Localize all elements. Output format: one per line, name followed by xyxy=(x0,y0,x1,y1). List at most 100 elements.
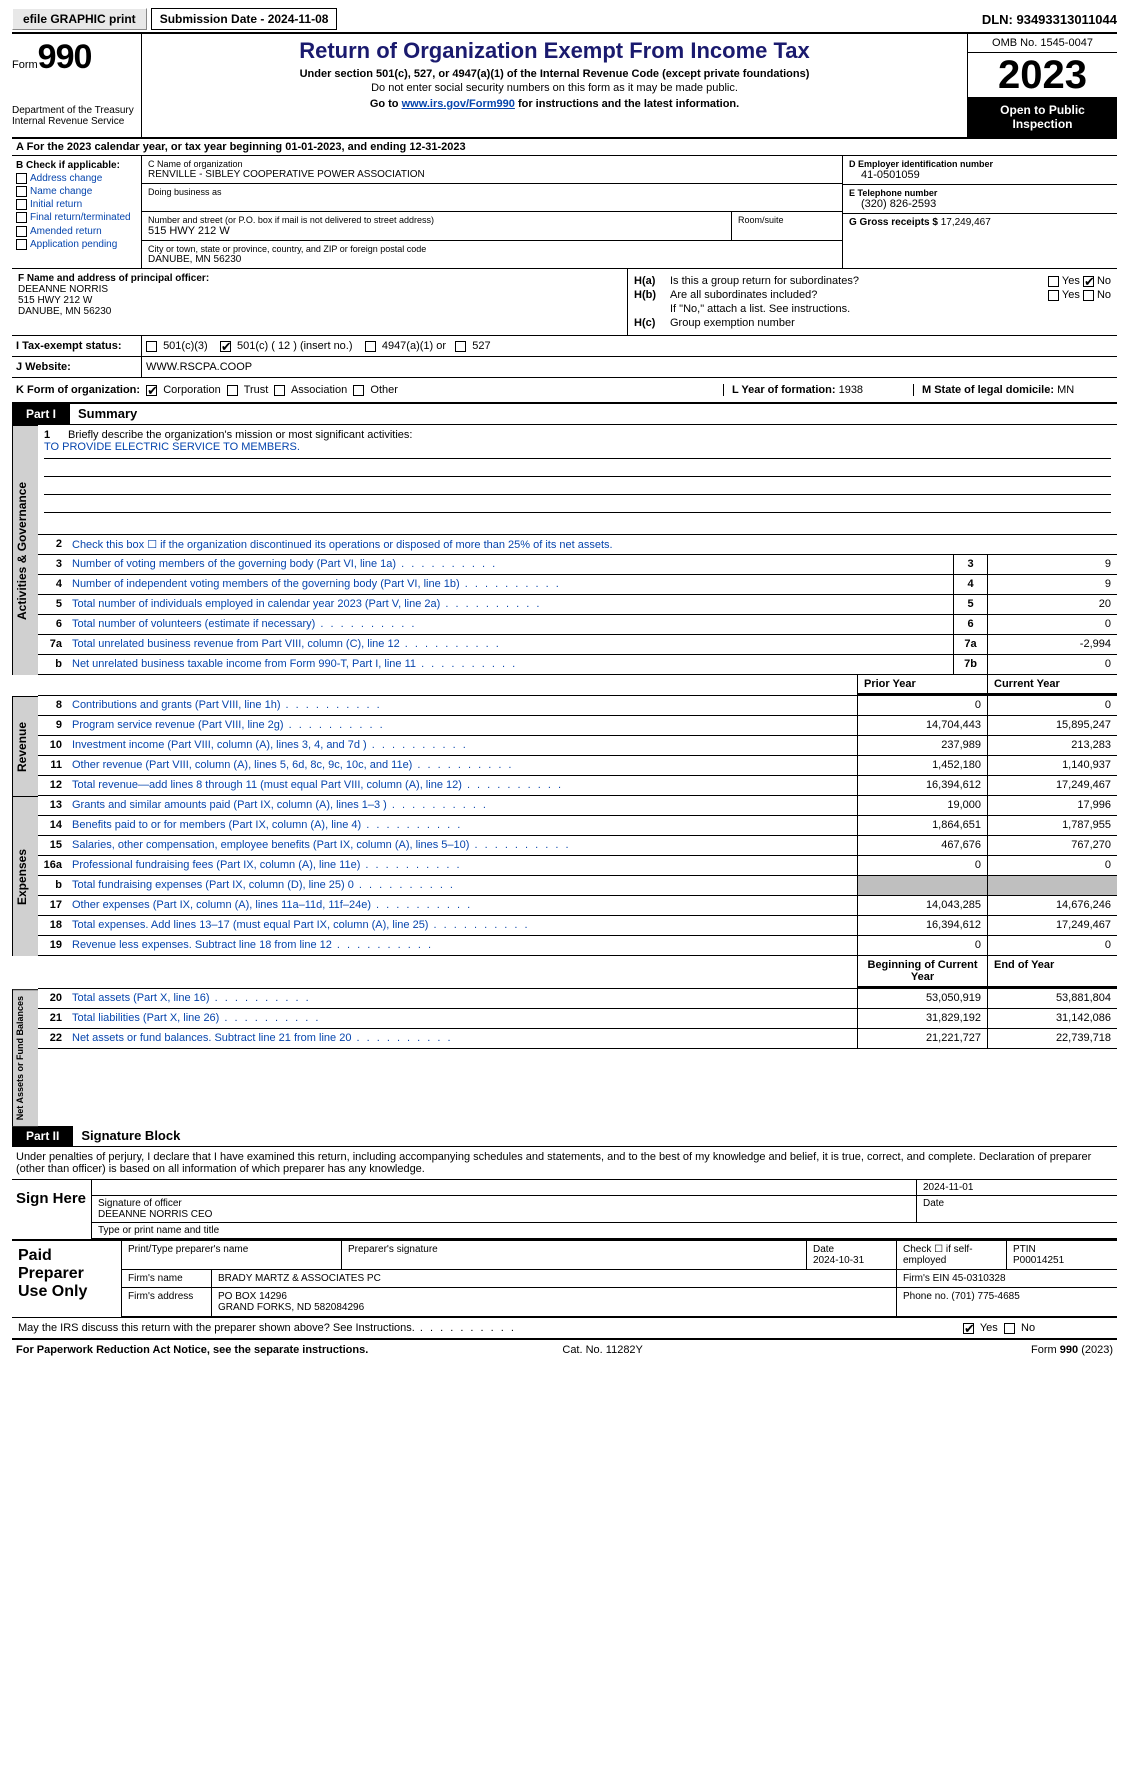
line-14: 14Benefits paid to or for members (Part … xyxy=(38,816,1117,836)
street-label: Number and street (or P.O. box if mail i… xyxy=(148,215,725,225)
line-12: 12Total revenue—add lines 8 through 11 (… xyxy=(38,776,1117,796)
subtitle-3: Go to www.irs.gov/Form990 for instructio… xyxy=(150,98,959,110)
hb-note: If "No," attach a list. See instructions… xyxy=(634,303,1111,315)
sign-here-label: Sign Here xyxy=(12,1180,92,1239)
chk-corp[interactable] xyxy=(146,385,157,396)
chk-name-change[interactable] xyxy=(16,186,27,197)
sig-intro: Under penalties of perjury, I declare th… xyxy=(12,1147,1117,1180)
date-label: Date xyxy=(917,1196,1117,1222)
ha-yes[interactable] xyxy=(1048,276,1059,287)
hb-yes[interactable] xyxy=(1048,290,1059,301)
prep-date-hdr: Date xyxy=(813,1244,834,1255)
hb-text: Are all subordinates included? xyxy=(670,289,817,301)
preparer-block: Paid Preparer Use Only Print/Type prepar… xyxy=(12,1241,1117,1318)
chk-other[interactable] xyxy=(353,385,364,396)
prior-year-hdr: Prior Year xyxy=(857,675,987,695)
line-4: 4Number of independent voting members of… xyxy=(38,575,1117,595)
c-name-label: C Name of organization xyxy=(148,159,836,169)
prep-date: 2024-10-31 xyxy=(813,1255,864,1266)
chk-527[interactable] xyxy=(455,341,466,352)
room-label: Room/suite xyxy=(738,215,836,225)
efile-button[interactable]: efile GRAPHIC print xyxy=(12,8,147,30)
chk-501c3[interactable] xyxy=(146,341,157,352)
phone-label: E Telephone number xyxy=(849,188,1111,198)
dept-label: Department of the Treasury Internal Reve… xyxy=(12,105,135,127)
firm-addr2: GRAND FORKS, ND 582084296 xyxy=(218,1302,364,1313)
chk-address-change[interactable] xyxy=(16,173,27,184)
row-a: A For the 2023 calendar year, or tax yea… xyxy=(12,139,1117,156)
ein-label: D Employer identification number xyxy=(849,159,1111,169)
col-header-row: Prior Year Current Year xyxy=(38,675,1117,696)
vtab-governance: Activities & Governance xyxy=(12,425,38,675)
firm-phone: (701) 775-4685 xyxy=(951,1291,1019,1302)
type-name-label: Type or print name and title xyxy=(92,1223,1117,1238)
officer-addr1: 515 HWY 212 W xyxy=(18,295,621,306)
submission-date: Submission Date - 2024-11-08 xyxy=(151,8,338,30)
firm-addr-label: Firm's address xyxy=(122,1288,212,1316)
firm-ein-label: Firm's EIN xyxy=(903,1273,949,1284)
gross-receipts: 17,249,467 xyxy=(941,217,991,228)
j-label: J Website: xyxy=(12,357,142,377)
col-d: D Employer identification number41-05010… xyxy=(842,156,1117,268)
row-k: K Form of organization: Corporation Trus… xyxy=(12,378,1117,404)
cat-no: Cat. No. 11282Y xyxy=(562,1344,643,1356)
current-year-hdr: Current Year xyxy=(987,675,1117,695)
line-22: 22Net assets or fund balances. Subtract … xyxy=(38,1029,1117,1049)
officer-name: DEEANNE NORRIS xyxy=(18,284,621,295)
chk-final-return[interactable] xyxy=(16,212,27,223)
firm-addr1: PO BOX 14296 xyxy=(218,1291,287,1302)
row-j: J Website: WWW.RSCPA.COOP xyxy=(12,357,1117,378)
omb-number: OMB No. 1545-0047 xyxy=(968,34,1117,53)
phone: (320) 826-2593 xyxy=(849,198,1111,210)
irs-link[interactable]: www.irs.gov/Form990 xyxy=(402,98,515,110)
ha-no[interactable] xyxy=(1083,276,1094,287)
gross-label: G Gross receipts $ xyxy=(849,217,938,228)
domicile: MN xyxy=(1057,384,1074,396)
line-3: 3Number of voting members of the governi… xyxy=(38,555,1117,575)
f-label: F Name and address of principal officer: xyxy=(18,273,621,284)
form-title: Return of Organization Exempt From Incom… xyxy=(150,38,959,64)
ptin-hdr: PTIN xyxy=(1013,1244,1036,1255)
end-year-hdr: End of Year xyxy=(987,956,1117,988)
discuss-row: May the IRS discuss this return with the… xyxy=(12,1318,1117,1340)
line-b: bTotal fundraising expenses (Part IX, co… xyxy=(38,876,1117,896)
line-19: 19Revenue less expenses. Subtract line 1… xyxy=(38,936,1117,956)
self-emp: Check ☐ if self-employed xyxy=(897,1241,1007,1269)
sig-officer-label: Signature of officer xyxy=(98,1198,182,1209)
chk-4947[interactable] xyxy=(365,341,376,352)
subtitle-1: Under section 501(c), 527, or 4947(a)(1)… xyxy=(150,68,959,80)
dln: DLN: 93493313011044 xyxy=(982,12,1117,27)
year-formed: 1938 xyxy=(839,384,863,396)
discuss-no[interactable] xyxy=(1004,1323,1015,1334)
paperwork-notice: For Paperwork Reduction Act Notice, see … xyxy=(16,1344,368,1356)
ha-text: Is this a group return for subordinates? xyxy=(670,275,859,287)
hb-no[interactable] xyxy=(1083,290,1094,301)
part1-header: Part ISummary xyxy=(12,404,1117,425)
vtab-net: Net Assets or Fund Balances xyxy=(12,989,38,1126)
line-13: 13Grants and similar amounts paid (Part … xyxy=(38,796,1117,816)
discuss-text: May the IRS discuss this return with the… xyxy=(12,1318,957,1338)
chk-trust[interactable] xyxy=(227,385,238,396)
city: DANUBE, MN 56230 xyxy=(148,254,836,265)
sign-date: 2024-11-01 xyxy=(917,1180,1117,1195)
city-label: City or town, state or province, country… xyxy=(148,244,836,254)
line-10: 10Investment income (Part VIII, column (… xyxy=(38,736,1117,756)
chk-501c[interactable] xyxy=(220,341,231,352)
chk-initial-return[interactable] xyxy=(16,199,27,210)
dba-label: Doing business as xyxy=(148,187,836,197)
mission-text: TO PROVIDE ELECTRIC SERVICE TO MEMBERS. xyxy=(44,441,1111,459)
line-7a: 7aTotal unrelated business revenue from … xyxy=(38,635,1117,655)
chk-amended[interactable] xyxy=(16,226,27,237)
sign-block: Sign Here 2024-11-01 Signature of office… xyxy=(12,1180,1117,1241)
col-c: C Name of organizationRENVILLE - SIBLEY … xyxy=(142,156,842,268)
line-2: 2Check this box ☐ if the organization di… xyxy=(38,535,1117,555)
line-8: 8Contributions and grants (Part VIII, li… xyxy=(38,696,1117,716)
line-16a: 16aProfessional fundraising fees (Part I… xyxy=(38,856,1117,876)
line-b: bNet unrelated business taxable income f… xyxy=(38,655,1117,675)
discuss-yes[interactable] xyxy=(963,1323,974,1334)
net-header-row: Beginning of Current Year End of Year xyxy=(38,956,1117,989)
tax-year: 2023 xyxy=(968,53,1117,97)
chk-assoc[interactable] xyxy=(274,385,285,396)
chk-app-pending[interactable] xyxy=(16,239,27,250)
line-6: 6Total number of volunteers (estimate if… xyxy=(38,615,1117,635)
